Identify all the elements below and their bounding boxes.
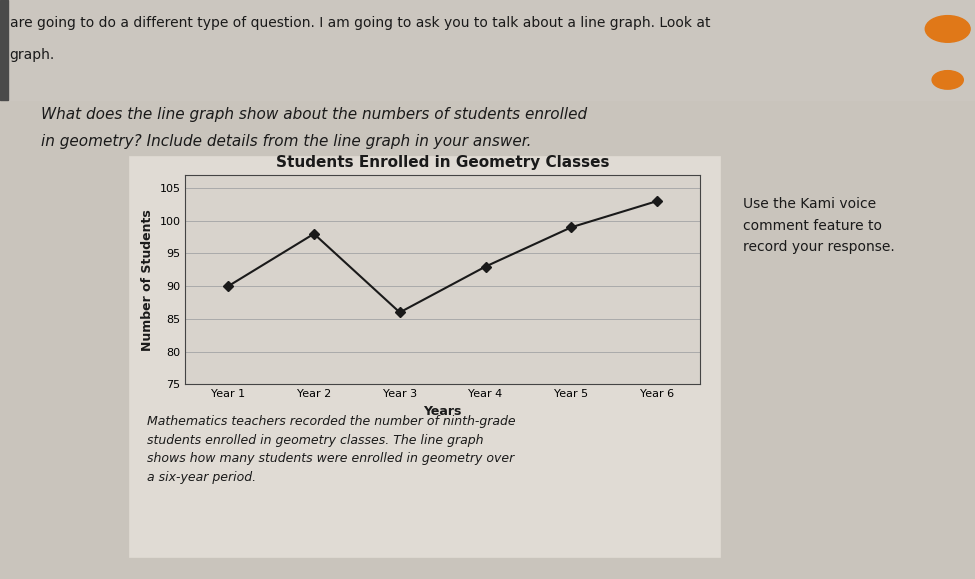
Title: Students Enrolled in Geometry Classes: Students Enrolled in Geometry Classes	[276, 155, 609, 170]
Y-axis label: Number of Students: Number of Students	[140, 209, 154, 350]
Circle shape	[925, 16, 970, 42]
X-axis label: Years: Years	[423, 405, 462, 418]
Bar	[130, 157, 720, 557]
Text: are going to do a different type of question. I am going to ask you to talk abou: are going to do a different type of ques…	[10, 16, 710, 30]
Text: Use the Kami voice
comment feature to
record your response.: Use the Kami voice comment feature to re…	[743, 197, 895, 254]
Text: What does the line graph show about the numbers of students enrolled: What does the line graph show about the …	[41, 107, 587, 122]
Bar	[0, 0, 975, 100]
Text: in geometry? Include details from the line graph in your answer.: in geometry? Include details from the li…	[41, 134, 531, 149]
Bar	[0, 0, 8, 100]
Text: Mathematics teachers recorded the number of ninth-grade
students enrolled in geo: Mathematics teachers recorded the number…	[147, 415, 516, 483]
Circle shape	[932, 71, 963, 89]
Text: graph.: graph.	[10, 48, 55, 62]
